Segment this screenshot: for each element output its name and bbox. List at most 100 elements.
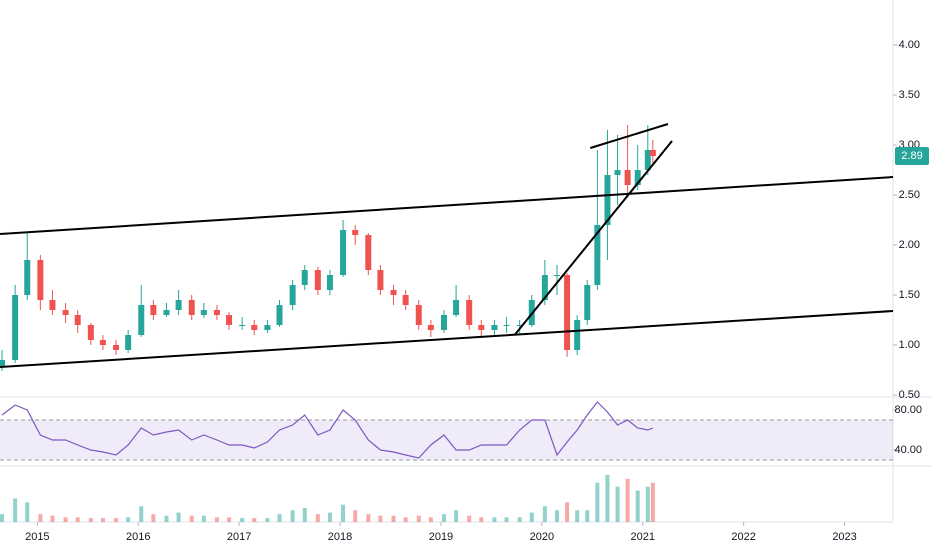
volume-bar — [114, 518, 119, 522]
x-tick-label: 2023 — [832, 531, 856, 543]
candle-body — [301, 270, 308, 285]
candle-body — [377, 270, 384, 290]
volume-bar — [585, 510, 590, 522]
volume-bar — [565, 502, 570, 522]
volume-bar — [454, 510, 459, 522]
candle-body — [415, 305, 422, 325]
volume-bar — [151, 514, 156, 522]
volume-bar — [391, 515, 396, 522]
candle-body — [62, 310, 69, 315]
volume-bar — [189, 515, 194, 522]
rsi-tick-label: 80.00 — [894, 404, 922, 416]
candle-body — [0, 360, 6, 367]
volume-bar — [315, 514, 320, 522]
x-tick-label: 2021 — [631, 531, 655, 543]
volume-bar — [13, 498, 18, 522]
candle-body — [604, 175, 611, 225]
y-tick-label: 2.50 — [899, 189, 920, 201]
candle-body — [163, 310, 170, 315]
trendline — [0, 176, 894, 235]
volume-bar — [492, 517, 497, 522]
candle-body — [188, 300, 195, 315]
volume-bar — [88, 518, 93, 522]
volume-bar — [575, 510, 580, 522]
volume-bar — [240, 518, 245, 522]
candle-body — [326, 275, 333, 290]
x-tick-label: 2017 — [227, 531, 251, 543]
volume-bar — [645, 486, 650, 522]
candle-body — [541, 275, 548, 300]
y-tick-label: 1.50 — [899, 289, 920, 301]
volume-bar — [635, 490, 640, 522]
y-tick-label: 3.50 — [899, 89, 920, 101]
volume-bar — [214, 517, 219, 522]
candle-body — [503, 325, 510, 326]
volume-bar — [517, 517, 522, 522]
volume-bar — [605, 474, 610, 522]
trendline — [513, 140, 673, 336]
volume-bar — [403, 517, 408, 522]
volume-bar — [441, 514, 446, 522]
candle-body — [553, 275, 560, 276]
volume-bar — [378, 515, 383, 522]
candle-body — [49, 300, 56, 310]
candle-body — [564, 275, 571, 350]
volume-bar — [63, 517, 68, 522]
candle-body — [491, 325, 498, 330]
candle-body — [340, 230, 347, 275]
candle-body — [289, 285, 296, 305]
candle-body — [24, 260, 31, 295]
volume-bar — [252, 518, 257, 522]
volume-bar — [625, 478, 630, 522]
x-tick-label: 2022 — [731, 531, 755, 543]
volume-bar — [100, 518, 105, 522]
candle-body — [213, 310, 220, 315]
volume-bar — [615, 486, 620, 522]
volume-bar — [353, 510, 358, 522]
rsi-band — [0, 420, 893, 460]
volume-bar — [265, 518, 270, 522]
x-tick-label: 2018 — [328, 531, 352, 543]
candle-body — [634, 170, 641, 185]
volume-bar — [50, 515, 55, 522]
x-tick-label: 2019 — [429, 531, 453, 543]
candle-body — [37, 260, 44, 300]
candle-body — [264, 325, 271, 330]
y-tick-label: 4.00 — [899, 39, 920, 51]
volume-bar — [176, 512, 181, 522]
candle-body — [624, 170, 631, 185]
last-price-label: 2.89 — [901, 150, 922, 162]
volume-bar — [327, 512, 332, 522]
volume-bar — [201, 515, 206, 522]
candle-body — [649, 150, 656, 156]
volume-bar — [416, 515, 421, 522]
candle-body — [113, 345, 120, 350]
volume-bar — [428, 517, 433, 522]
trendline — [589, 123, 669, 149]
volume-bar — [25, 502, 30, 522]
volume-bar — [504, 517, 509, 522]
rsi-line — [1, 401, 654, 459]
y-tick-label: 1.00 — [899, 339, 920, 351]
volume-bar — [341, 504, 346, 522]
x-tick-label: 2015 — [25, 531, 49, 543]
candle-body — [276, 305, 283, 325]
volume-bar — [38, 514, 43, 522]
y-tick-label: 0.50 — [899, 389, 920, 401]
candle-body — [74, 315, 81, 325]
x-tick-label: 2016 — [126, 531, 150, 543]
candle-body — [352, 230, 359, 235]
candle-body — [466, 300, 473, 325]
candle-body — [478, 325, 485, 330]
volume-bar — [126, 517, 131, 522]
volume-bar — [277, 514, 282, 522]
candle-body — [614, 170, 621, 175]
candle-body — [150, 305, 157, 315]
candle-body — [440, 315, 447, 330]
candle-body — [584, 285, 591, 320]
volume-bar — [650, 482, 655, 522]
candle-body — [516, 325, 523, 326]
candle-body — [251, 325, 258, 330]
